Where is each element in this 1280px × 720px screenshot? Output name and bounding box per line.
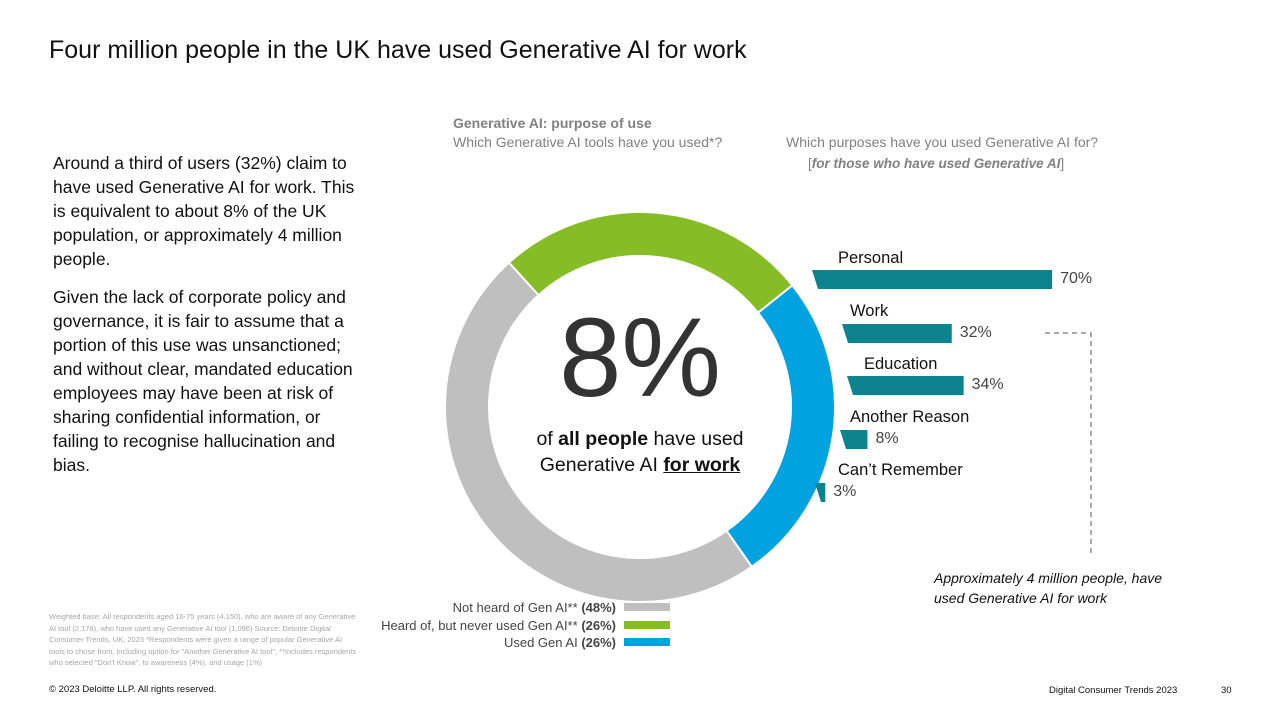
context-paragraph: Given the lack of corporate policy and g…: [53, 287, 353, 475]
legend-value: (26%): [581, 634, 616, 650]
bar-label-work: Work: [850, 302, 889, 320]
bar-personal: [812, 270, 1053, 289]
copyright: © 2023 Deloitte LLP. All rights reserved…: [49, 684, 217, 695]
bar-label-cant-remember: Can’t Remember: [838, 461, 963, 479]
legend-label: Used Gen AI: [503, 634, 578, 650]
bar-value-cant-remember: 3%: [833, 483, 857, 500]
legend-item-used: Used Gen AI (26%): [504, 633, 670, 651]
page-number: 30: [1221, 685, 1232, 696]
legend-swatch: [624, 603, 670, 611]
legend-swatch: [624, 621, 670, 629]
caption-underline: for work: [663, 454, 741, 476]
bar-question: Which purposes have you used Generative …: [786, 134, 1099, 150]
bracket-open: [: [808, 156, 812, 171]
summary-paragraph: Around a third of users (32%) claim to h…: [53, 153, 355, 269]
legend-value: (48%): [581, 599, 616, 615]
slide-title: Four million people in the UK have used …: [49, 36, 747, 64]
caption-text: have used: [648, 428, 744, 450]
donut-question: Which Generative AI tools have you used*…: [453, 134, 723, 150]
legend-item-not-heard: Not heard of Gen AI** (48%): [453, 598, 670, 616]
bar-cant-remember: [815, 483, 826, 502]
center-caption: of all people have used Generative AI for…: [500, 426, 780, 478]
legend-swatch: [624, 638, 670, 646]
footnote: Weighted base: All respondents aged 16-7…: [49, 612, 357, 667]
bar-work: [842, 324, 952, 343]
caption-text: of: [536, 428, 559, 450]
bar-value-work: 32%: [959, 324, 992, 341]
legend-label: Heard of, but never used Gen AI**: [381, 617, 578, 633]
bar-value-personal: 70%: [1060, 270, 1093, 287]
bar-value-another-reason: 8%: [875, 430, 899, 447]
bar-value-education: 34%: [971, 376, 1004, 393]
bracket-close: ]: [1060, 156, 1065, 171]
report-name: Digital Consumer Trends 2023: [1049, 685, 1178, 696]
caption-emphasis: all people: [558, 428, 649, 450]
bar-education: [847, 376, 964, 395]
annotation-connector: [1045, 332, 1092, 553]
bar-label-personal: Personal: [838, 249, 904, 267]
chart-heading: Generative AI: purpose of use: [453, 115, 652, 131]
legend-label: Not heard of Gen AI**: [452, 599, 578, 615]
center-value: 8%: [559, 295, 721, 420]
bar-subquestion: [for those who have used Generative AI]: [808, 156, 1064, 171]
legend-item-heard-not-used: Heard of, but never used Gen AI** (26%): [381, 616, 670, 634]
caption-text: Generative AI: [539, 454, 664, 476]
annotation-text: Approximately 4 million people, have use…: [934, 570, 1163, 606]
bar-label-another-reason: Another Reason: [850, 408, 970, 426]
bar-label-education: Education: [864, 355, 938, 373]
bar-subquestion-text: for those who have used Generative AI: [811, 156, 1061, 171]
legend-value: (26%): [581, 617, 616, 633]
bar-another-reason: [840, 430, 868, 449]
